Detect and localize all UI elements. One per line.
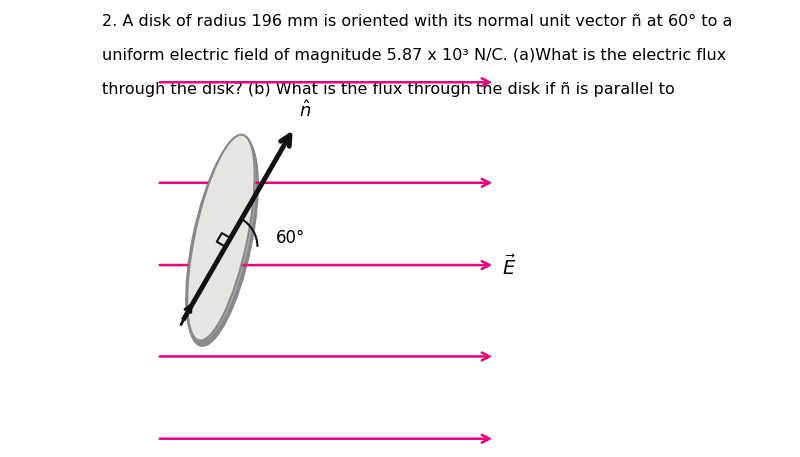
Text: 2. A disk of radius 196 mm is oriented with its normal unit vector ñ at 60° to a: 2. A disk of radius 196 mm is oriented w… [102, 14, 733, 29]
Ellipse shape [187, 135, 254, 340]
Text: 60°: 60° [276, 228, 305, 247]
Text: through the disk? (b) What is the flux through the disk if ñ is parallel to: through the disk? (b) What is the flux t… [102, 82, 675, 97]
Text: $\hat{n}$: $\hat{n}$ [298, 101, 310, 121]
Ellipse shape [186, 137, 257, 342]
Ellipse shape [187, 140, 258, 346]
Ellipse shape [186, 138, 258, 344]
Text: $\vec{E}$: $\vec{E}$ [502, 255, 516, 280]
Text: uniform electric field of magnitude 5.87 x 10³ N/C. (a)What is the electric flux: uniform electric field of magnitude 5.87… [102, 48, 726, 63]
